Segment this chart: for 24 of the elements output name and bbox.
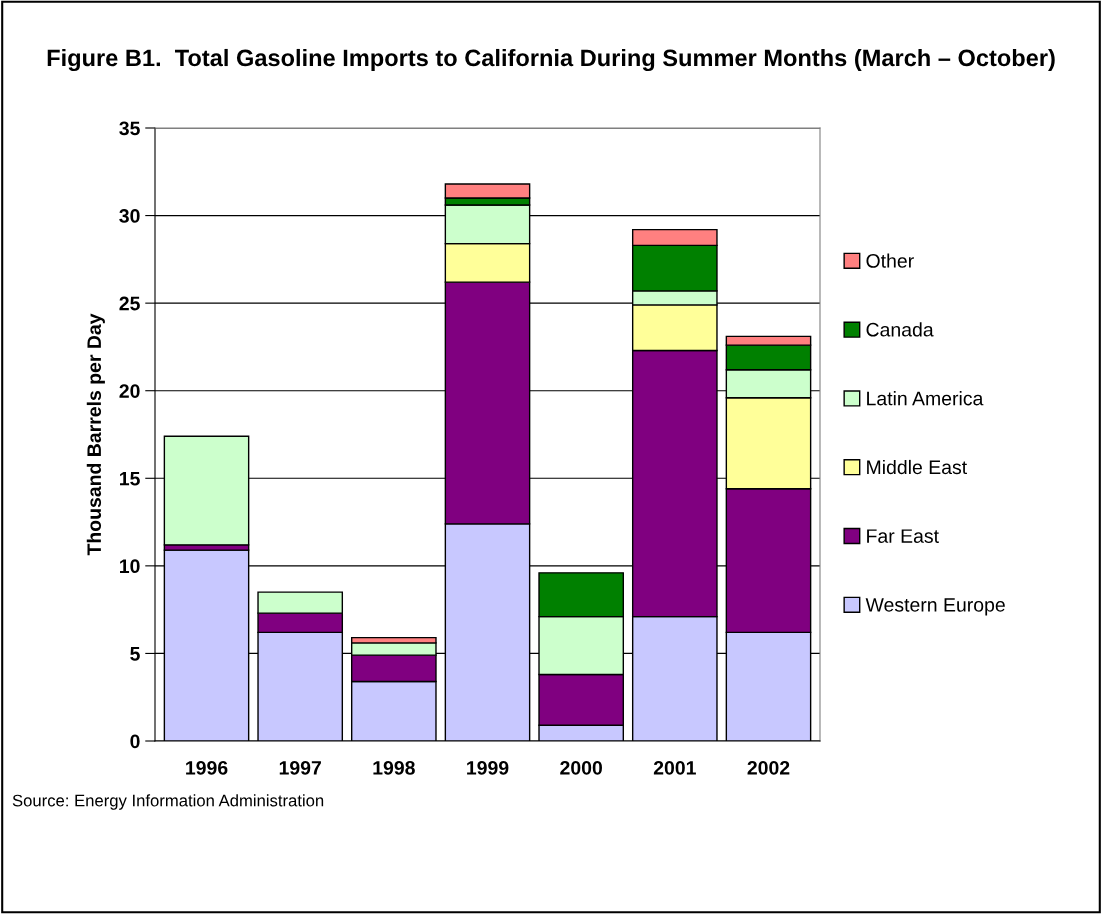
- y-tick-label: 20: [119, 384, 140, 398]
- legend-label: Latin America: [867, 391, 984, 406]
- y-tick-label: 0: [130, 734, 140, 749]
- legend-label: Middle East: [867, 459, 967, 475]
- x-tick-label: 2001: [653, 760, 696, 775]
- y-tick-label: 5: [130, 647, 140, 661]
- y-tick-label: 25: [119, 296, 140, 311]
- chart-title: Figure B1. Total Gasoline Imports to California During Summer Months (March – October): [47, 48, 1055, 72]
- legend-label: Canada: [866, 322, 934, 337]
- x-tick-label: 1996: [186, 760, 228, 775]
- y-axis-title: Thousand Barrels per Day: [86, 313, 105, 556]
- source-note: Source: Energy Information Administration: [12, 794, 324, 810]
- legend-label: Other: [866, 253, 914, 268]
- y-tick-label: 30: [119, 209, 140, 223]
- legend-label: Far East: [867, 529, 939, 543]
- x-tick-label: 2002: [747, 760, 790, 775]
- x-tick-label: 1999: [467, 760, 509, 775]
- x-tick-label: 2000: [560, 760, 602, 775]
- y-tick-label: 10: [120, 559, 140, 574]
- legend-label: Western Europe: [865, 598, 1005, 616]
- x-tick-label: 1998: [373, 760, 415, 775]
- x-tick-label: 1997: [279, 760, 321, 775]
- y-tick-label: 35: [119, 121, 140, 136]
- y-tick-label: 15: [120, 471, 140, 486]
